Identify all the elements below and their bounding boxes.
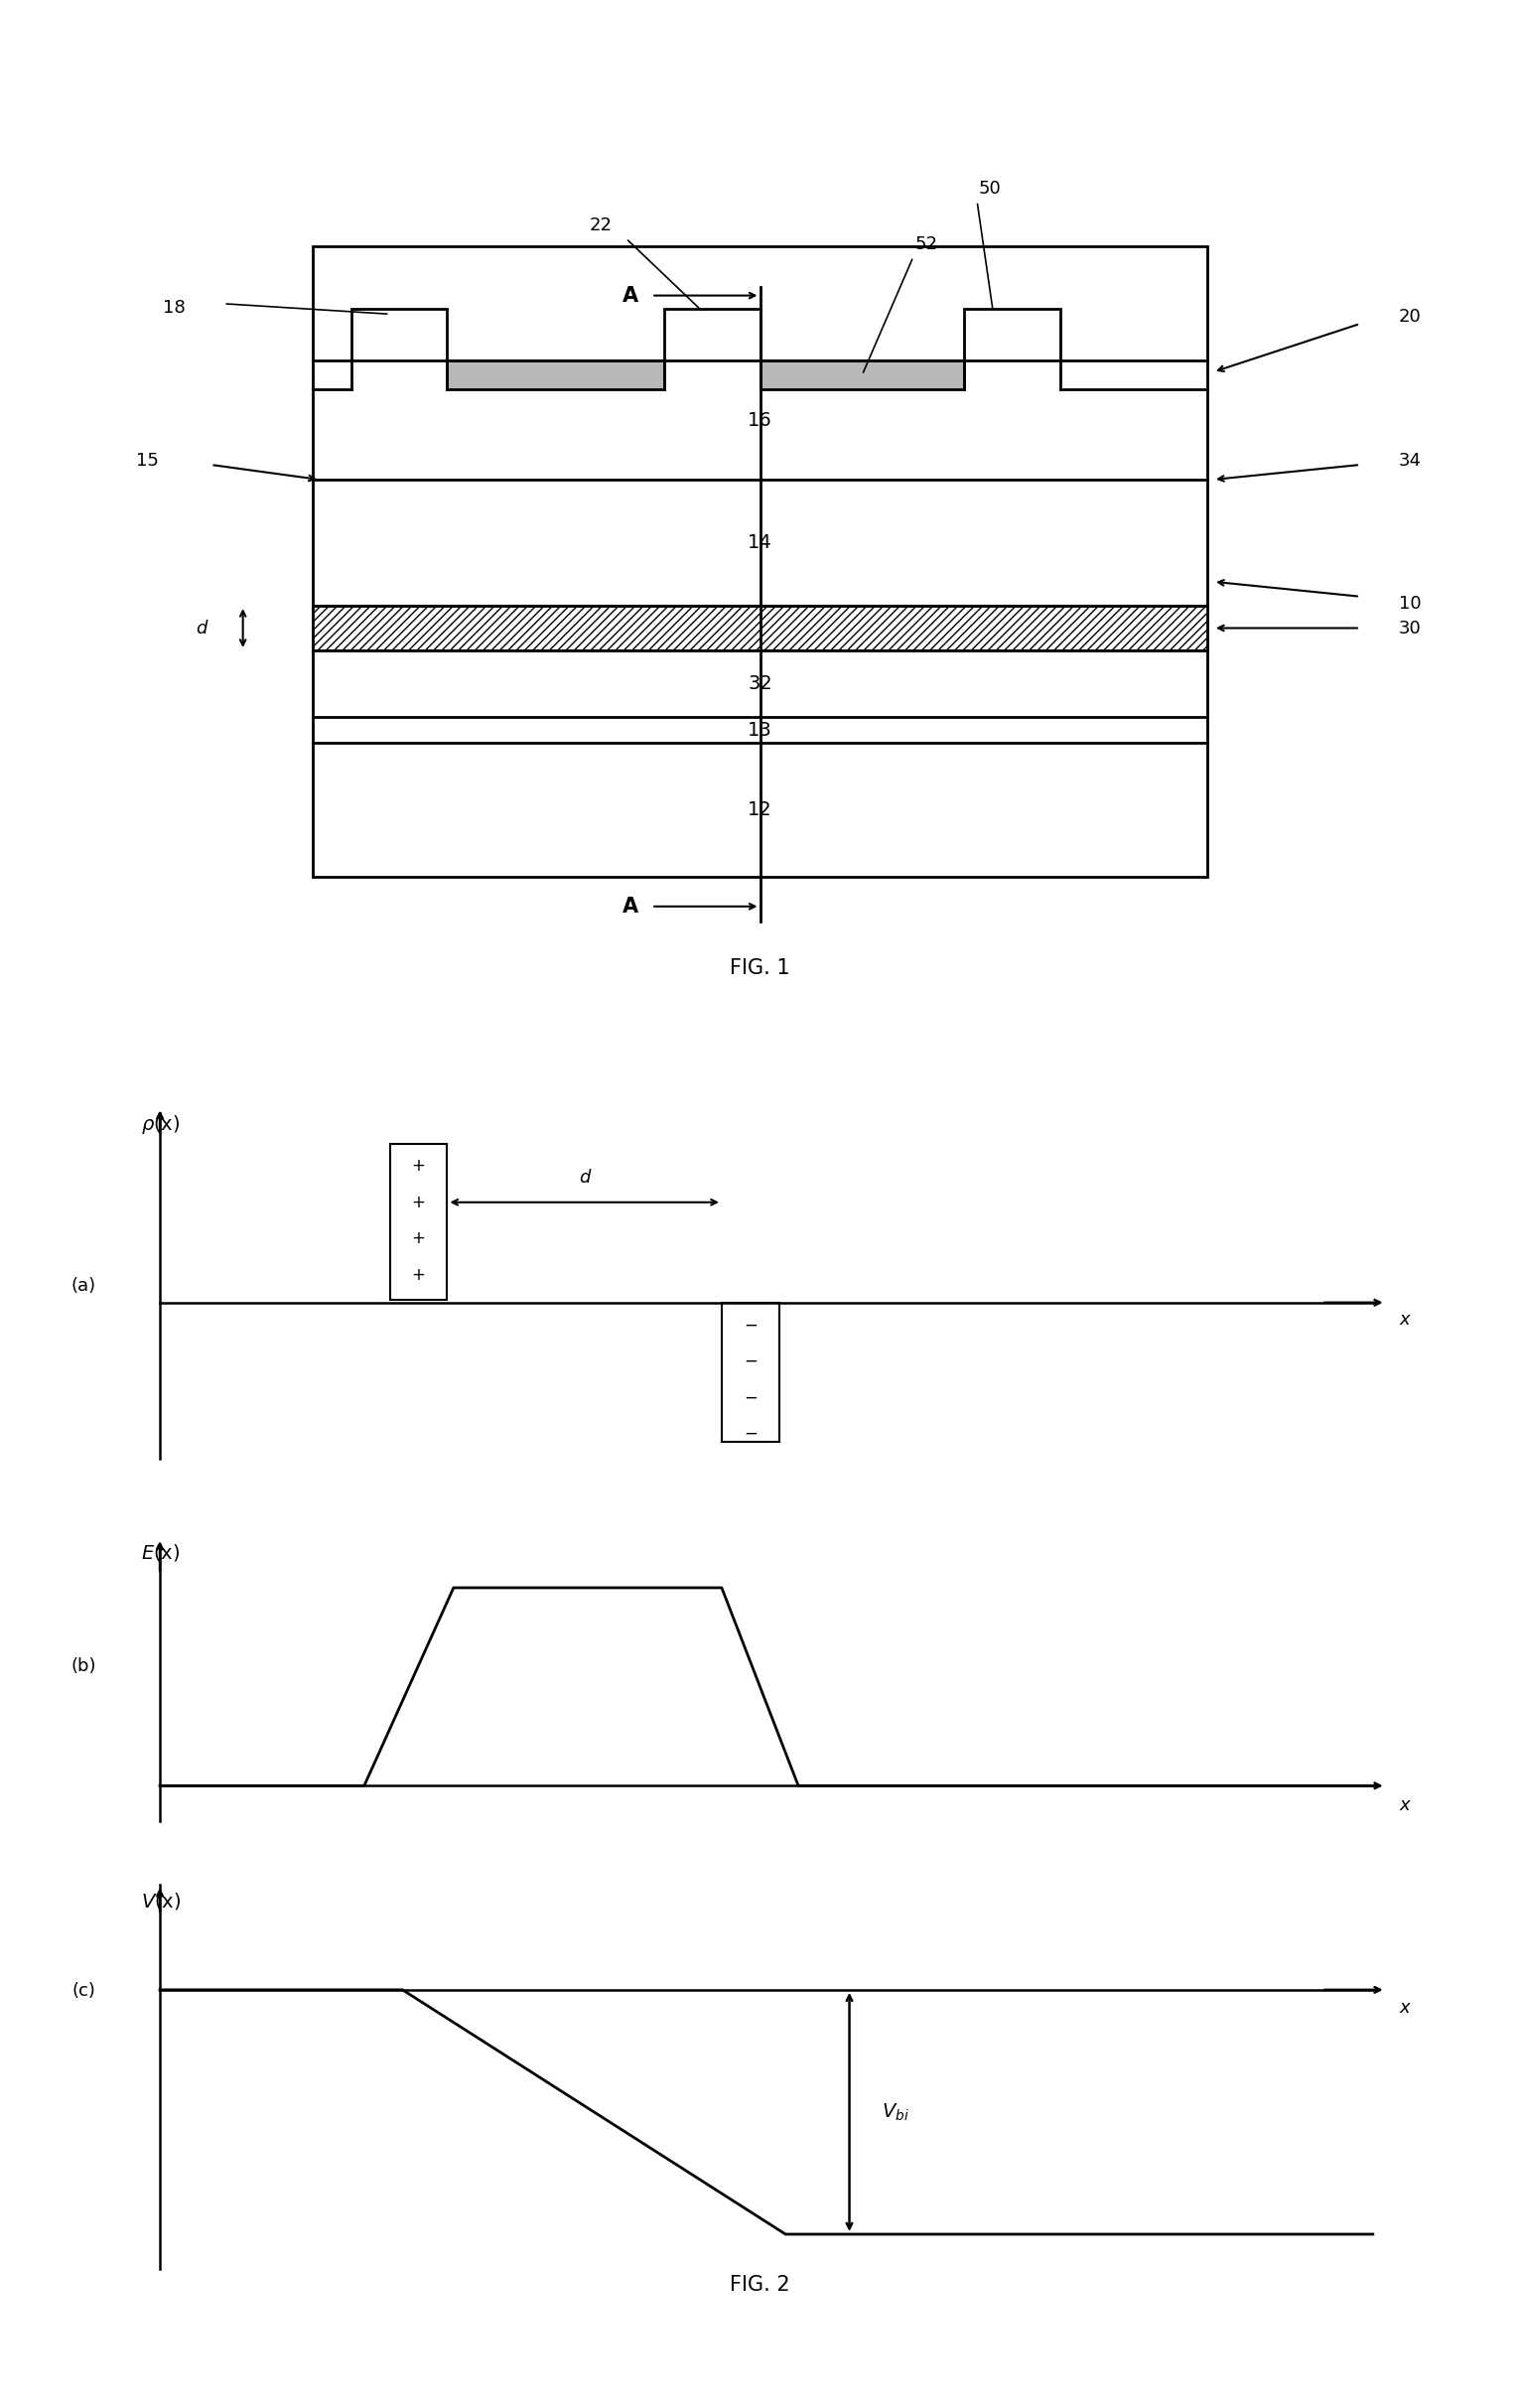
- Text: (b): (b): [71, 1657, 96, 1676]
- Text: 52: 52: [915, 236, 938, 253]
- Text: 30: 30: [1398, 619, 1421, 638]
- Text: 18: 18: [163, 299, 185, 315]
- Bar: [389, 1144, 447, 1300]
- Text: +: +: [412, 1158, 426, 1175]
- Text: 22: 22: [588, 217, 613, 234]
- Text: −: −: [743, 1426, 757, 1442]
- Text: −: −: [743, 1315, 757, 1334]
- Bar: [351, 308, 447, 361]
- Text: 34: 34: [1398, 453, 1421, 470]
- Text: 32: 32: [748, 674, 772, 694]
- Text: 20: 20: [1398, 308, 1421, 325]
- Text: −: −: [743, 1389, 757, 1406]
- Text: (a): (a): [71, 1276, 96, 1296]
- Bar: [964, 308, 1059, 361]
- Text: (c): (c): [73, 1982, 96, 1999]
- Text: $E$(x): $E$(x): [141, 1541, 179, 1563]
- Bar: [447, 361, 664, 390]
- Text: x: x: [1400, 1310, 1411, 1329]
- Text: $V$(x): $V$(x): [141, 1890, 181, 1912]
- Text: A: A: [623, 287, 638, 306]
- Text: 10: 10: [1398, 595, 1421, 614]
- Text: $\rho$(x): $\rho$(x): [141, 1112, 179, 1137]
- Text: A: A: [623, 896, 638, 917]
- Text: 14: 14: [748, 532, 772, 551]
- Bar: [722, 1303, 780, 1442]
- Bar: [760, 361, 964, 390]
- Text: +: +: [412, 1194, 426, 1211]
- Text: x: x: [1400, 1999, 1411, 2015]
- Text: d: d: [579, 1168, 590, 1187]
- Text: 12: 12: [748, 799, 772, 819]
- Text: 50: 50: [979, 181, 1002, 197]
- Text: +: +: [412, 1230, 426, 1247]
- Bar: [664, 308, 760, 361]
- Text: 16: 16: [748, 412, 772, 429]
- Bar: [313, 607, 1207, 650]
- Text: d: d: [196, 619, 207, 638]
- Text: FIG. 1: FIG. 1: [730, 958, 790, 978]
- Text: −: −: [743, 1353, 757, 1370]
- Bar: [313, 246, 1207, 877]
- Text: 13: 13: [748, 720, 772, 739]
- Text: 15: 15: [135, 453, 158, 470]
- Text: $V_{bi}$: $V_{bi}$: [882, 2102, 909, 2121]
- Text: FIG. 2: FIG. 2: [730, 2276, 790, 2295]
- Text: x: x: [1400, 1796, 1411, 1813]
- Text: +: +: [412, 1267, 426, 1283]
